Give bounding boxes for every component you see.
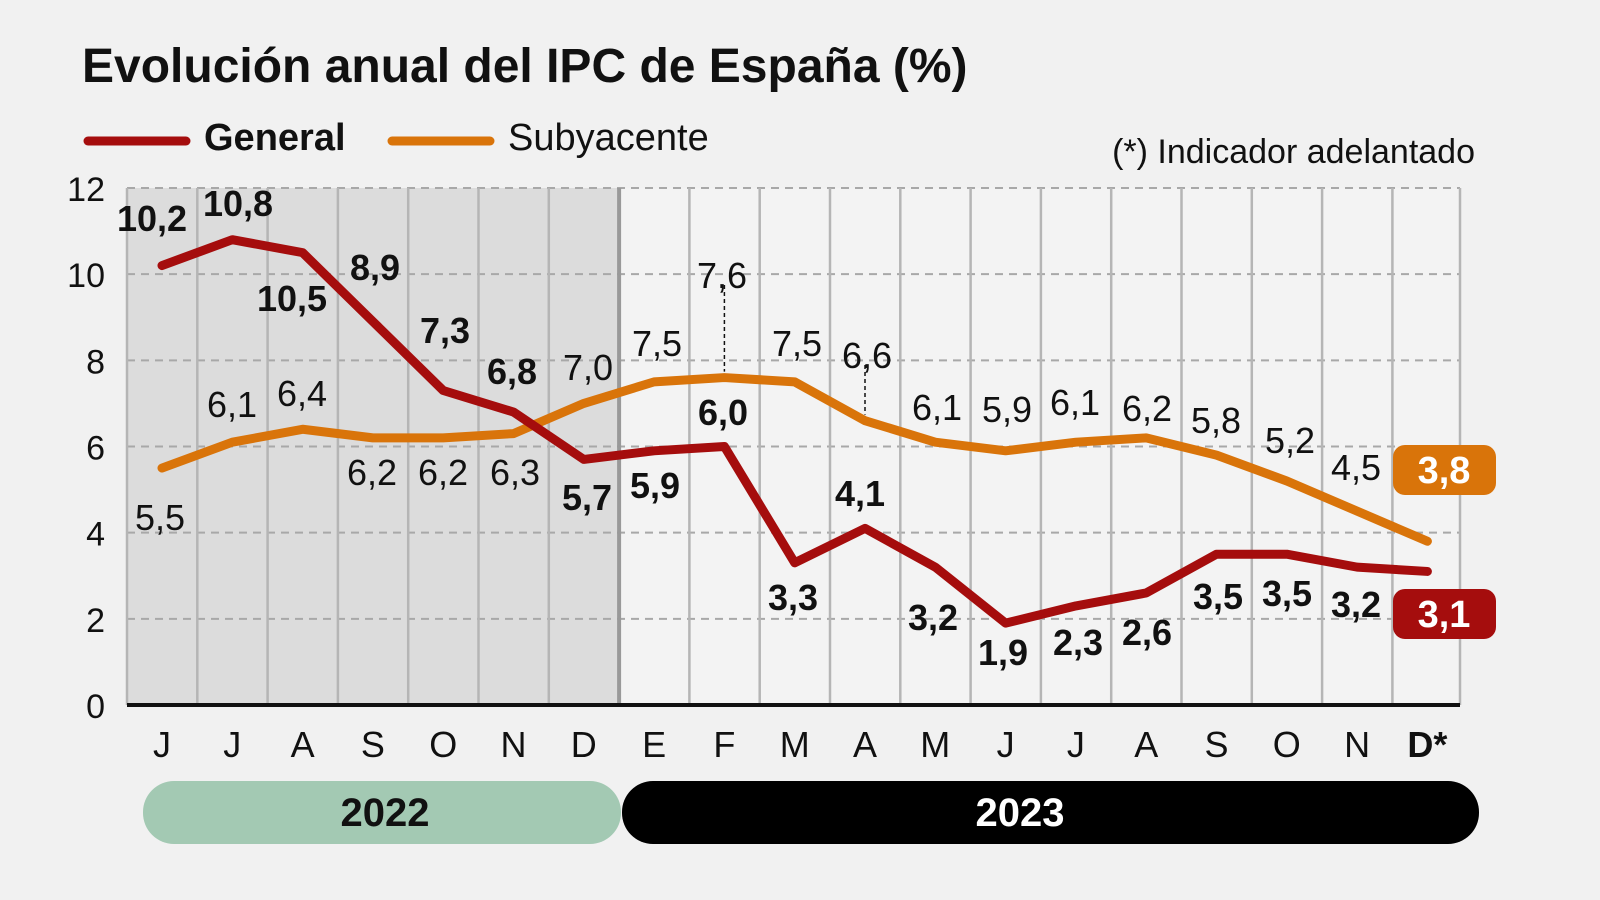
end-badge-general	[1393, 589, 1496, 639]
data-label-general: 4,1	[835, 473, 885, 514]
y-tick-label: 12	[67, 171, 105, 209]
data-label-subyacente: 6,1	[207, 384, 257, 425]
x-tick-label: J	[1067, 724, 1085, 765]
data-label-general: 2,3	[1053, 622, 1103, 663]
data-label-subyacente: 5,9	[982, 389, 1032, 430]
data-label-subyacente: 6,6	[842, 335, 892, 376]
x-tick-label: D*	[1407, 724, 1447, 765]
data-label-general: 3,3	[768, 577, 818, 618]
data-label-subyacente: 6,3	[490, 452, 540, 493]
legend-label-general: General	[204, 117, 346, 159]
data-label-subyacente: 5,8	[1191, 400, 1241, 441]
x-tick-label: J	[153, 724, 171, 765]
data-label-general: 3,2	[1331, 584, 1381, 625]
year-label-2023: 2023	[976, 791, 1065, 835]
y-tick-label: 0	[86, 688, 105, 726]
x-tick-label: O	[429, 724, 457, 765]
x-tick-label: M	[920, 724, 950, 765]
x-tick-label: N	[1344, 724, 1370, 765]
note: (*) Indicador adelantado	[1112, 133, 1475, 171]
data-label-subyacente: 6,2	[418, 452, 468, 493]
data-label-subyacente: 6,1	[1050, 382, 1100, 423]
data-label-general: 2,6	[1122, 612, 1172, 653]
plot-area: 0 2 4 6 8 10 12 J J A S O N D E F M A M J J A S O N D* 10,2 10,8 10,…	[67, 171, 1496, 844]
x-tick-label: E	[642, 724, 666, 765]
data-label-general: 3,5	[1262, 573, 1312, 614]
data-label-subyacente: 7,5	[632, 323, 682, 364]
x-tick-label: O	[1273, 724, 1301, 765]
y-tick-label: 2	[86, 602, 105, 640]
data-label-general: 6,8	[487, 351, 537, 392]
data-label-general: 7,3	[420, 310, 470, 351]
data-label-general: 10,2	[117, 198, 187, 239]
x-tick-label: A	[291, 724, 315, 765]
data-label-general: 1,9	[978, 632, 1028, 673]
legend: General Subyacente	[83, 117, 709, 159]
data-label-general: 3,2	[908, 597, 958, 638]
data-label-general: 3,5	[1193, 576, 1243, 617]
data-label-subyacente: 6,1	[912, 387, 962, 428]
y-tick-label: 4	[86, 516, 105, 554]
data-label-general: 8,9	[350, 247, 400, 288]
data-label-general: 10,5	[257, 278, 327, 319]
data-label-subyacente: 6,2	[1122, 388, 1172, 429]
x-tick-label: A	[1134, 724, 1158, 765]
legend-label-subyacente: Subyacente	[508, 117, 709, 159]
data-label-subyacente: 7,0	[563, 347, 613, 388]
data-label-subyacente: 6,4	[277, 373, 327, 414]
year-bar-2022	[143, 781, 621, 844]
data-label-subyacente: 6,2	[347, 452, 397, 493]
chart-title: Evolución anual del IPC de España (%)	[82, 40, 968, 93]
year-label-2022: 2022	[341, 791, 430, 835]
x-tick-label: D	[571, 724, 597, 765]
data-label-general: 5,9	[630, 465, 680, 506]
data-label-general: 5,7	[562, 477, 612, 518]
x-tick-label: S	[361, 724, 385, 765]
data-label-subyacente: 7,5	[772, 323, 822, 364]
end-badge-subyacente	[1393, 445, 1496, 495]
end-badge-label: 3,8	[1418, 450, 1471, 492]
x-tick-label: A	[853, 724, 877, 765]
data-label-general: 6,0	[698, 392, 748, 433]
y-tick-label: 10	[67, 257, 105, 295]
y-tick-label: 6	[86, 430, 105, 468]
end-badge-label: 3,1	[1418, 594, 1471, 636]
year-bar-2023	[622, 781, 1479, 844]
y-tick-label: 8	[86, 343, 105, 381]
x-tick-label: M	[780, 724, 810, 765]
data-label-subyacente: 5,2	[1265, 420, 1315, 461]
data-label-subyacente: 5,5	[135, 497, 185, 538]
x-tick-label: J	[223, 724, 241, 765]
x-tick-label: F	[713, 724, 735, 765]
data-label-general: 10,8	[203, 183, 273, 224]
data-label-subyacente: 4,5	[1331, 447, 1381, 488]
x-tick-label: S	[1204, 724, 1228, 765]
data-label-subyacente: 7,6	[697, 255, 747, 296]
x-tick-label: J	[997, 724, 1015, 765]
x-tick-label: N	[501, 724, 527, 765]
